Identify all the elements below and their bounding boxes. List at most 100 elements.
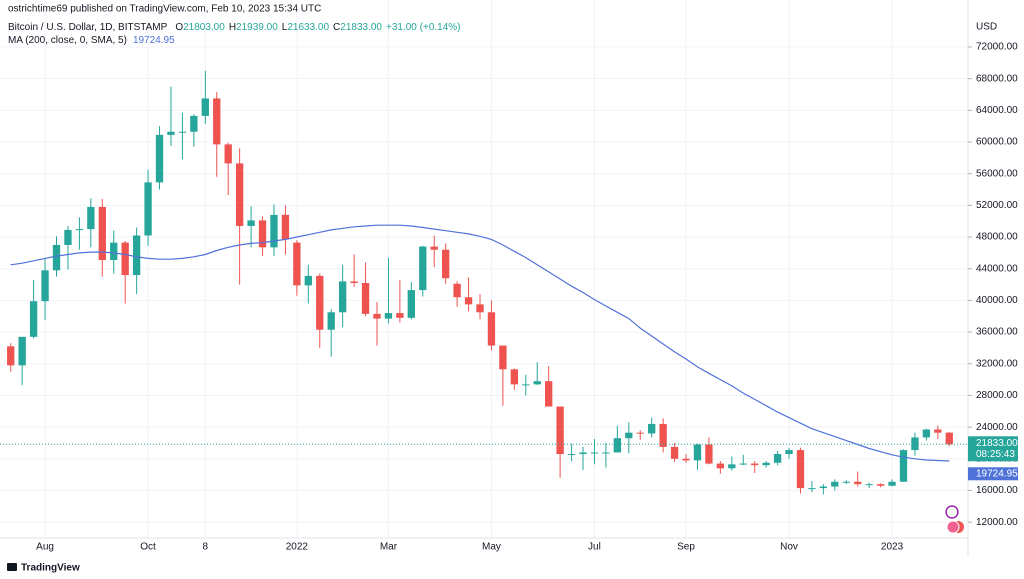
- ma-value: 19724.95: [133, 35, 175, 46]
- ohlc-key: H: [229, 22, 236, 33]
- candle-body: [167, 131, 175, 135]
- alert-icon: [945, 505, 959, 519]
- y-tick-label: 56000.00: [976, 168, 1018, 179]
- candle-body: [258, 220, 267, 248]
- candle-body: [945, 432, 953, 445]
- candle-body: [545, 381, 553, 407]
- candle-body: [87, 206, 95, 230]
- y-tick-label: 28000.00: [976, 390, 1018, 401]
- y-tick-label: 12000.00: [976, 517, 1018, 528]
- candle-body: [64, 229, 72, 245]
- ohlc-key: O: [175, 22, 183, 33]
- countdown: 08:25:43: [976, 449, 1015, 460]
- ohlc-key: L: [282, 22, 288, 33]
- logo-icon: [7, 563, 17, 571]
- candle-body: [270, 214, 278, 248]
- candle-body: [41, 270, 49, 302]
- candle-body: [190, 115, 198, 132]
- last-price-label: 21833.00: [976, 438, 1018, 449]
- candle-body: [430, 246, 438, 250]
- candle-body: [396, 313, 404, 318]
- candle-body: [762, 462, 770, 466]
- candle-body: [899, 450, 908, 482]
- attribution: ostrichtime69 published on TradingView.c…: [8, 4, 321, 15]
- y-tick-label: 60000.00: [976, 137, 1018, 148]
- candle-body: [155, 134, 164, 183]
- candle-body: [213, 98, 221, 145]
- candle-body: [522, 384, 530, 386]
- candle-body: [201, 98, 209, 116]
- candle-body: [831, 481, 839, 487]
- candle-body: [865, 484, 873, 486]
- candle-body: [579, 452, 587, 455]
- candle-body: [338, 281, 347, 313]
- candle-body: [567, 454, 576, 456]
- candle-body: [373, 313, 381, 319]
- y-tick-label: 24000.00: [976, 422, 1018, 433]
- candle-body: [499, 345, 507, 370]
- candle-body: [693, 444, 702, 461]
- plot-area: [7, 70, 953, 495]
- ohlc-value: 21833.00: [340, 22, 382, 33]
- candle-body: [304, 275, 312, 286]
- candle-body: [407, 290, 415, 318]
- x-tick-label: 8: [203, 542, 209, 553]
- candle-body: [350, 281, 358, 283]
- x-tick-label: 2023: [881, 542, 904, 553]
- candle-body: [922, 429, 931, 438]
- candle-body: [18, 336, 26, 366]
- x-tick-label: Nov: [780, 542, 798, 553]
- candle-body: [682, 458, 690, 461]
- currency: USD: [976, 22, 997, 33]
- y-tick-label: 72000.00: [976, 42, 1018, 53]
- event-icon: [946, 520, 960, 534]
- candle-body: [854, 481, 862, 485]
- candle-body: [739, 463, 747, 465]
- change: +31.00 (+0.14%): [386, 22, 461, 33]
- candle-body: [29, 301, 38, 337]
- candle-body: [487, 312, 496, 346]
- candle-body: [52, 244, 61, 271]
- icons: [945, 505, 964, 534]
- candle-body: [224, 144, 232, 164]
- y-tick-label: 40000.00: [976, 295, 1018, 306]
- candle-body: [911, 437, 919, 451]
- y-tick-label: 68000.00: [976, 73, 1018, 84]
- candle-body: [281, 214, 290, 240]
- logo-text: TradingView: [21, 563, 80, 574]
- ohlc-value: 21803.00: [183, 22, 225, 33]
- candle-body: [556, 406, 564, 455]
- candle-body: [7, 346, 15, 366]
- candle-body: [716, 463, 725, 469]
- logo[interactable]: TradingView: [7, 563, 80, 574]
- x-tick-label: 2022: [286, 542, 309, 553]
- candle-body: [785, 450, 793, 455]
- candle-body: [453, 283, 461, 298]
- candle-body: [75, 229, 84, 231]
- x-tick-label: Mar: [380, 542, 398, 553]
- y-tick-label: 64000.00: [976, 105, 1018, 116]
- candle-body: [316, 275, 324, 330]
- candle-body: [819, 486, 828, 489]
- candle-body: [178, 131, 187, 133]
- candle-body: [247, 220, 255, 226]
- candle-body: [842, 481, 850, 483]
- candle-body: [602, 452, 610, 454]
- x-tick-label: May: [482, 542, 501, 553]
- candle-body: [659, 423, 667, 447]
- candle-body: [888, 481, 896, 486]
- candle-body: [625, 432, 633, 439]
- candle-body: [808, 488, 816, 490]
- candle-body: [235, 163, 244, 226]
- y-tick-label: 32000.00: [976, 358, 1018, 369]
- candle-body: [361, 282, 370, 314]
- candle-body: [293, 242, 301, 286]
- ma-header: MA (200, close, 0, SMA, 5) 19724.95: [8, 35, 175, 46]
- candle-body: [464, 297, 473, 305]
- ma-line: [10, 224, 950, 462]
- candle-body: [144, 182, 152, 236]
- y-tick-label: 16000.00: [976, 485, 1018, 496]
- candle-body: [476, 304, 484, 313]
